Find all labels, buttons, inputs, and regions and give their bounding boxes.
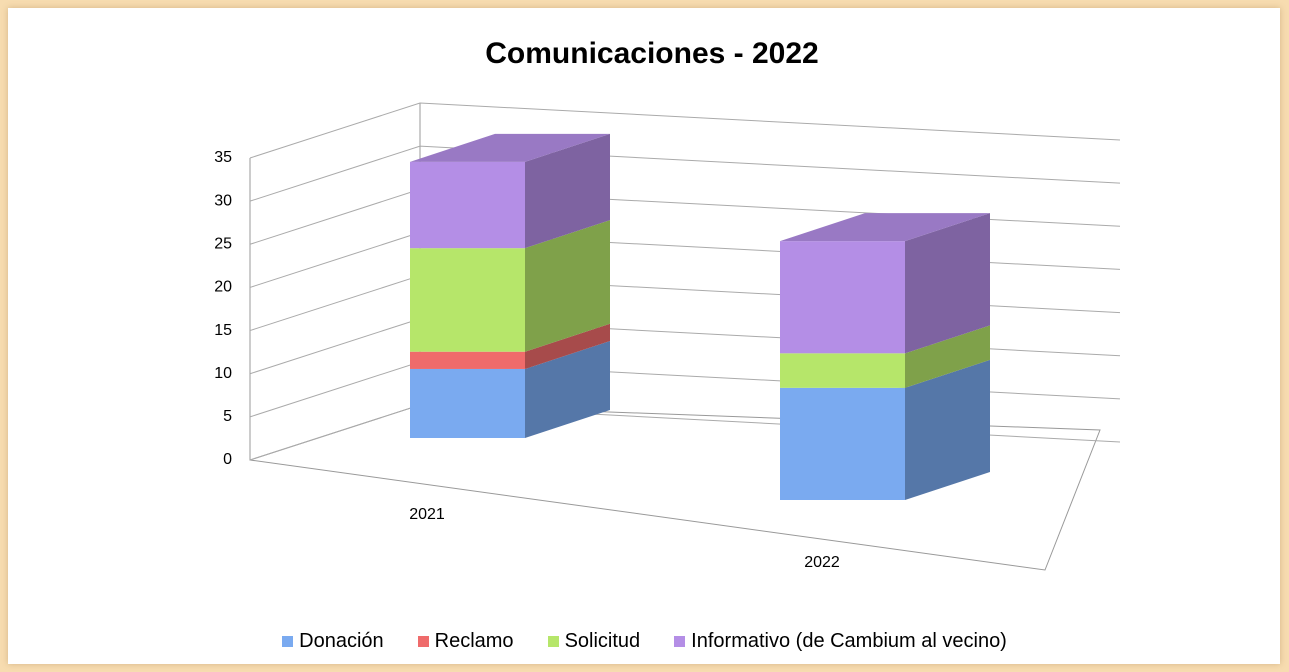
legend-label: Reclamo <box>434 630 514 652</box>
legend-item: Informativo (de Cambium al vecino) <box>674 630 1007 653</box>
y-tick-label: 20 <box>214 279 232 296</box>
legend-swatch <box>674 636 686 647</box>
bar-segment <box>780 241 905 354</box>
bar-top <box>410 133 610 162</box>
x-tick-label: 2021 <box>409 506 445 523</box>
bar-side <box>905 213 990 354</box>
y-tick-label: 35 <box>214 149 232 166</box>
legend-label: Informativo (de Cambium al vecino) <box>691 630 1007 652</box>
y-tick-label: 25 <box>214 236 232 253</box>
legend-swatch <box>547 636 559 647</box>
x-tick-label: 2022 <box>804 554 840 571</box>
y-tick-label: 0 <box>223 451 232 468</box>
legend-item: Donación <box>282 630 384 653</box>
legend-swatch <box>417 636 429 647</box>
floor-line <box>249 404 1101 571</box>
legend-label: Solicitud <box>564 630 641 652</box>
axis-line <box>249 103 421 461</box>
bar-segment <box>410 161 525 249</box>
chart-title: Comunicaciones - 2022 <box>485 37 818 70</box>
chart-panel <box>8 8 1280 664</box>
bar-segment <box>780 387 905 500</box>
y-tick-label: 5 <box>223 408 232 425</box>
bar-segment <box>780 353 905 388</box>
bar-side <box>525 323 610 369</box>
bar-side <box>905 325 990 388</box>
bar-side <box>525 133 610 249</box>
y-tick-label: 30 <box>214 192 232 209</box>
bar-side <box>525 220 610 352</box>
bar-side <box>905 359 990 500</box>
bar-side <box>525 340 610 438</box>
legend-item: Solicitud <box>547 630 641 653</box>
legend: Donación Reclamo Solicitud Informativo (de … <box>0 630 1289 653</box>
grid-line <box>249 102 1121 159</box>
bar-top <box>780 213 990 242</box>
legend-item: Reclamo <box>417 630 514 653</box>
legend-label: Donación <box>299 630 384 652</box>
y-tick-label: 15 <box>214 322 232 339</box>
bar-segment <box>410 248 525 352</box>
bar-segment <box>410 368 525 438</box>
bar-segment <box>410 351 525 369</box>
legend-swatch <box>282 636 294 647</box>
y-tick-label: 10 <box>214 365 232 382</box>
grid-line <box>249 145 1121 202</box>
